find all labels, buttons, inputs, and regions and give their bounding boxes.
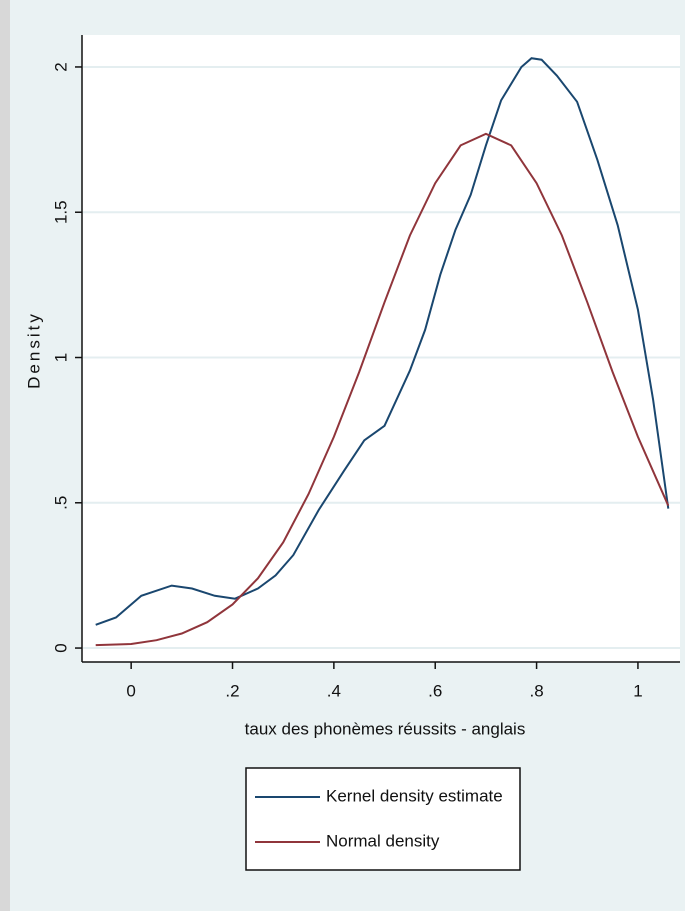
y-tick-label: 2 [51, 62, 70, 71]
x-axis-title: taux des phonèmes réussits - anglais [245, 719, 526, 738]
y-axis-title: Density [24, 311, 43, 389]
plot-area [82, 35, 680, 662]
legend-label: Kernel density estimate [326, 786, 503, 805]
left-strip [0, 0, 10, 911]
x-tick-label: .4 [327, 681, 341, 700]
legend-label: Normal density [326, 831, 440, 850]
y-tick-label: .5 [51, 496, 70, 510]
legend [245, 767, 521, 871]
x-tick-label: .6 [428, 681, 442, 700]
y-tick-label: 1.5 [51, 200, 70, 224]
line-series [95, 57, 670, 626]
x-tick-label: .2 [225, 681, 239, 700]
y-tick-label: 1 [51, 353, 70, 362]
y-tick-label: 0 [51, 643, 70, 652]
x-tick-label: .8 [529, 681, 543, 700]
x-tick-label: 0 [126, 681, 135, 700]
x-tick-label: 1 [633, 681, 642, 700]
line-series [95, 132, 670, 647]
